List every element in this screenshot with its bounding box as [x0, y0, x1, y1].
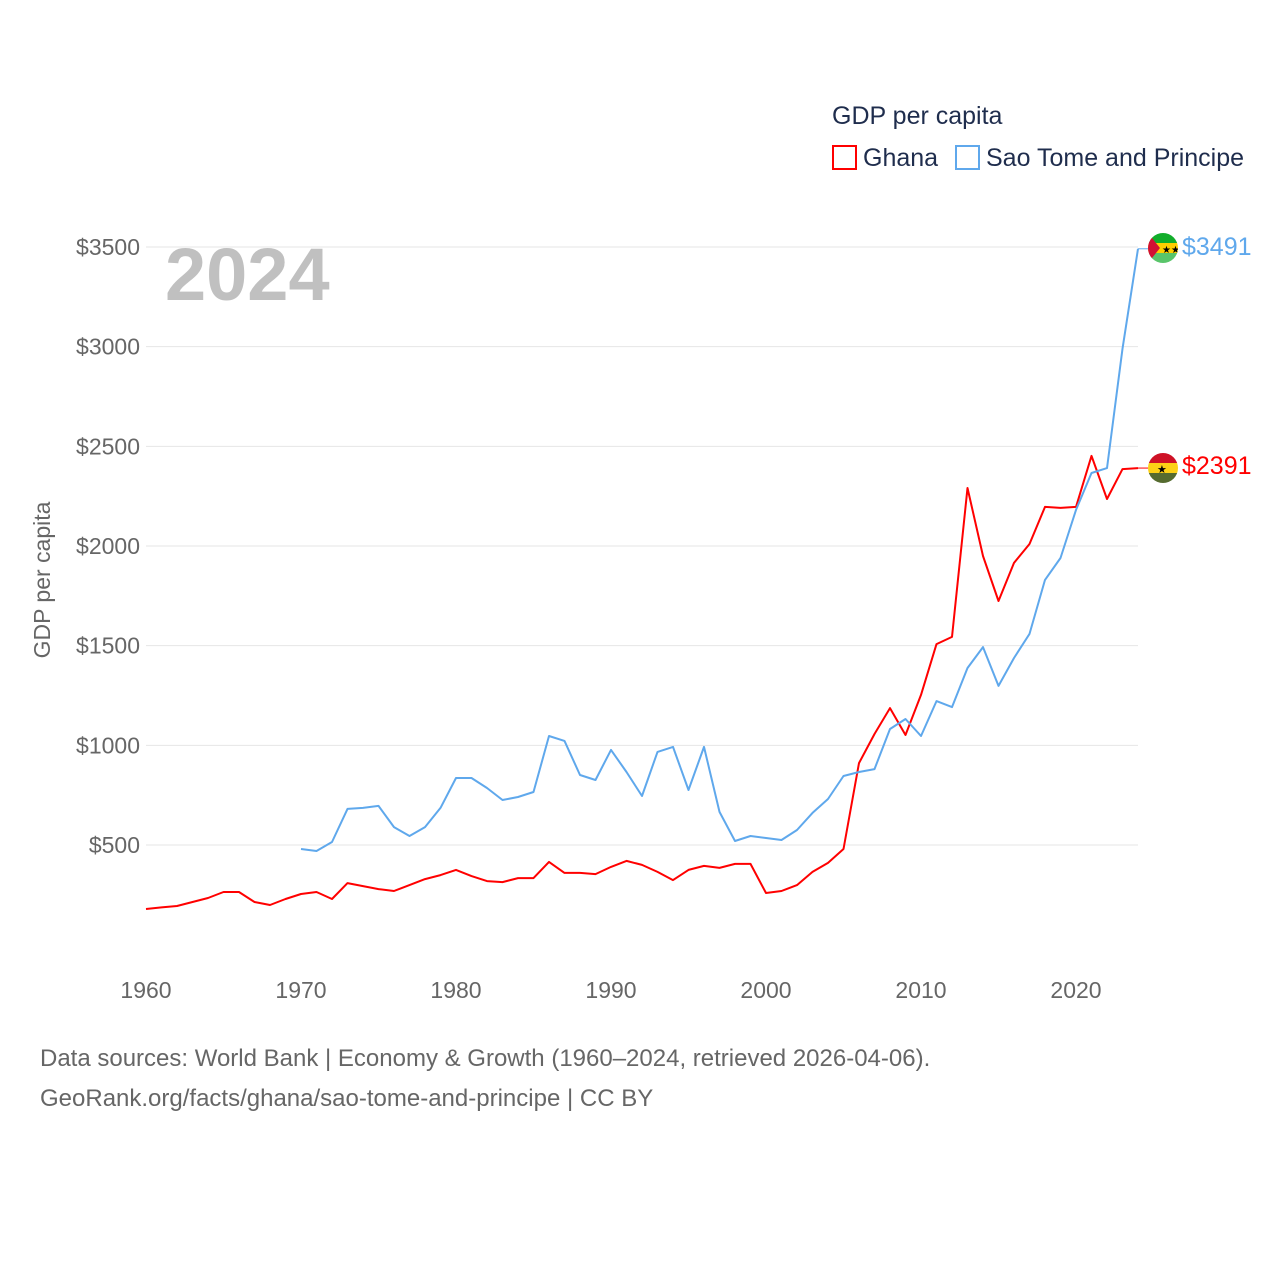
svg-text:★: ★ [1157, 464, 1167, 476]
legend-label: Sao Tome and Principe [986, 144, 1244, 172]
y-axis-label: GDP per capita [29, 501, 55, 658]
sao-tome-flag-icon: ★★ [1148, 233, 1180, 263]
y-tick-label: $2000 [76, 533, 140, 559]
y-tick-label: $1000 [76, 732, 140, 758]
legend-item-ghana[interactable]: Ghana [832, 144, 938, 172]
x-tick-label: 1970 [275, 977, 326, 1003]
end-label-ghana: $2391 [1182, 452, 1252, 480]
y-tick-label: $3500 [76, 234, 140, 260]
x-tick-label: 2010 [895, 977, 946, 1003]
footer-sources: Data sources: World Bank | Economy & Gro… [40, 1045, 931, 1072]
series-line-sao-tome[interactable] [300, 248, 1139, 852]
ghana-flag-icon: ★ [1148, 453, 1178, 483]
y-tick-label: $3000 [76, 334, 140, 360]
x-tick-label: 2020 [1050, 977, 1101, 1003]
series-line-ghana[interactable] [145, 454, 1139, 910]
y-tick-label: $2500 [76, 433, 140, 459]
legend-swatch [832, 145, 857, 170]
year-label: 2024 [165, 233, 330, 316]
legend-label: Ghana [863, 144, 938, 172]
legend-item-sao-tome[interactable]: Sao Tome and Principe [955, 144, 1244, 172]
y-tick-label: $1500 [76, 633, 140, 659]
end-label-sao-tome: $3491 [1182, 233, 1252, 261]
x-tick-label: 1960 [120, 977, 171, 1003]
legend-swatch [955, 145, 980, 170]
svg-text:★★: ★★ [1162, 245, 1180, 256]
footer-link[interactable]: GeoRank.org/facts/ghana/sao-tome-and-pri… [40, 1085, 654, 1112]
x-tick-label: 1990 [585, 977, 636, 1003]
x-tick-label: 2000 [740, 977, 791, 1003]
x-tick-label: 1980 [430, 977, 481, 1003]
y-tick-label: $500 [89, 832, 140, 858]
legend-title: GDP per capita [832, 102, 1003, 130]
